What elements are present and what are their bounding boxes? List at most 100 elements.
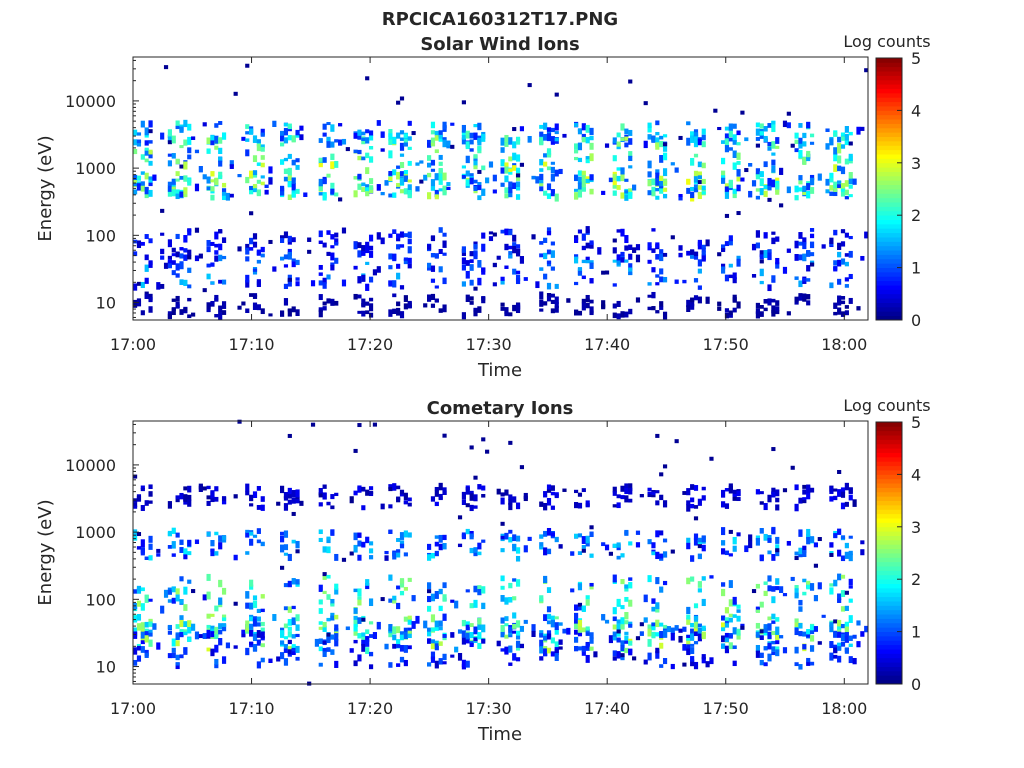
spectrogram-cell (399, 492, 405, 497)
spectrogram-cell (245, 532, 250, 538)
spectrogram-cell (550, 189, 555, 197)
spectrogram-cell (647, 259, 652, 264)
spectrogram-cell (655, 632, 660, 637)
colorbar-segment (876, 219, 902, 225)
spectrogram-cell (647, 122, 652, 128)
spectrogram-cell (515, 173, 521, 178)
colorbar-segment (876, 465, 902, 471)
spectrogram-cell (133, 535, 138, 541)
colorbar-segment (876, 315, 902, 321)
spectrogram-cell (179, 261, 184, 270)
spectrogram-cell (148, 543, 153, 550)
spectrogram-cell (442, 534, 447, 541)
spectrogram-cell (574, 502, 579, 509)
spectrogram-cell (690, 157, 695, 166)
spectrogram-cell (295, 277, 300, 281)
spectrogram-cell (187, 136, 192, 145)
spectrogram-cell (802, 253, 807, 262)
spectrogram-cell (794, 484, 799, 491)
spectrogram-cell (357, 173, 362, 180)
spectrogram-cell (388, 504, 393, 509)
spectrogram-cell (353, 619, 358, 628)
spectrogram-cell (771, 279, 776, 283)
spectrogram-cell (434, 298, 439, 303)
colorbar-segment (876, 635, 902, 641)
spectrogram-cell (221, 624, 227, 632)
spectrogram-cell (461, 100, 466, 105)
spectrogram-cell (651, 186, 656, 192)
spectrogram-cell (585, 626, 590, 631)
spectrogram-cell (844, 180, 849, 187)
spectrogram-cell (512, 534, 517, 542)
spectrogram-cell (198, 253, 203, 259)
spectrogram-cell (809, 583, 815, 591)
spectrogram-cell (353, 615, 358, 624)
spectrogram-cell (175, 495, 180, 500)
spectrogram-cell (693, 627, 699, 635)
spectrogram-cell (167, 313, 172, 320)
spectrogram-cell (434, 620, 439, 628)
spectrogram-cell (833, 132, 838, 137)
spectrogram-cell (767, 634, 772, 639)
spectrogram-cell (252, 534, 258, 538)
spectrogram-cell (245, 620, 250, 629)
spectrogram-cell (794, 148, 799, 153)
spectrogram-cell (628, 640, 633, 646)
spectrogram-cell (287, 606, 292, 613)
spectrogram-cell (744, 545, 749, 553)
spectrogram-cell (295, 259, 300, 266)
spectrogram-cell (365, 579, 370, 586)
colorbar-segment (876, 644, 902, 650)
spectrogram-cell (798, 529, 803, 537)
x-tick-label: 17:00 (110, 699, 156, 718)
spectrogram-cell (616, 651, 621, 659)
spectrogram-cell (798, 293, 803, 299)
spectrogram-cell (659, 249, 664, 254)
spectrogram-cell (833, 147, 838, 155)
spectrogram-cell (701, 656, 706, 664)
spectrogram-cell (264, 189, 269, 195)
spectrogram-cell (399, 579, 405, 588)
spectrogram-cell (388, 280, 393, 286)
spectrogram-cell (430, 656, 436, 663)
spectrogram-cell (732, 277, 737, 284)
spectrogram-cell (651, 606, 656, 612)
spectrogram-cell (732, 140, 737, 145)
spectrogram-cell (330, 234, 335, 240)
spectrogram-cell (728, 613, 733, 618)
spectrogram-cell (763, 190, 768, 197)
spectrogram-cell (133, 505, 138, 509)
spectrogram-cell (396, 585, 401, 590)
colorbar-segment (876, 456, 902, 462)
spectrogram-cell (287, 487, 292, 495)
spectrogram-cell (361, 298, 366, 307)
spectrogram-cell (133, 529, 138, 537)
spectrogram-cell (794, 503, 799, 512)
spectrogram-cell (368, 245, 374, 251)
spectrogram-cell (728, 599, 733, 607)
spectrogram-cell (775, 489, 780, 497)
spectrogram-cell (848, 141, 853, 146)
spectrogram-cell (407, 190, 412, 198)
spectrogram-cell (368, 146, 374, 150)
spectrogram-cell (427, 162, 432, 168)
spectrogram-cell (740, 177, 745, 182)
spectrogram-cell (844, 305, 849, 309)
spectrogram-cell (539, 159, 544, 166)
spectrogram-cell (523, 619, 528, 624)
spectrogram-cell (833, 266, 838, 272)
spectrogram-cell (427, 262, 432, 268)
spectrogram-cell (728, 263, 733, 268)
spectrogram-cell (755, 631, 760, 637)
spectrogram-cell (724, 274, 730, 282)
spectrogram-cell (438, 641, 443, 646)
spectrogram-cell (519, 256, 525, 264)
spectrogram-cell (543, 614, 548, 622)
spectrogram-cell (419, 160, 424, 164)
spectrogram-cell (837, 631, 842, 638)
spectrogram-cell (396, 538, 401, 542)
spectrogram-cell (280, 485, 285, 494)
spectrogram-cell (809, 133, 815, 138)
spectrogram-cell (697, 185, 702, 190)
